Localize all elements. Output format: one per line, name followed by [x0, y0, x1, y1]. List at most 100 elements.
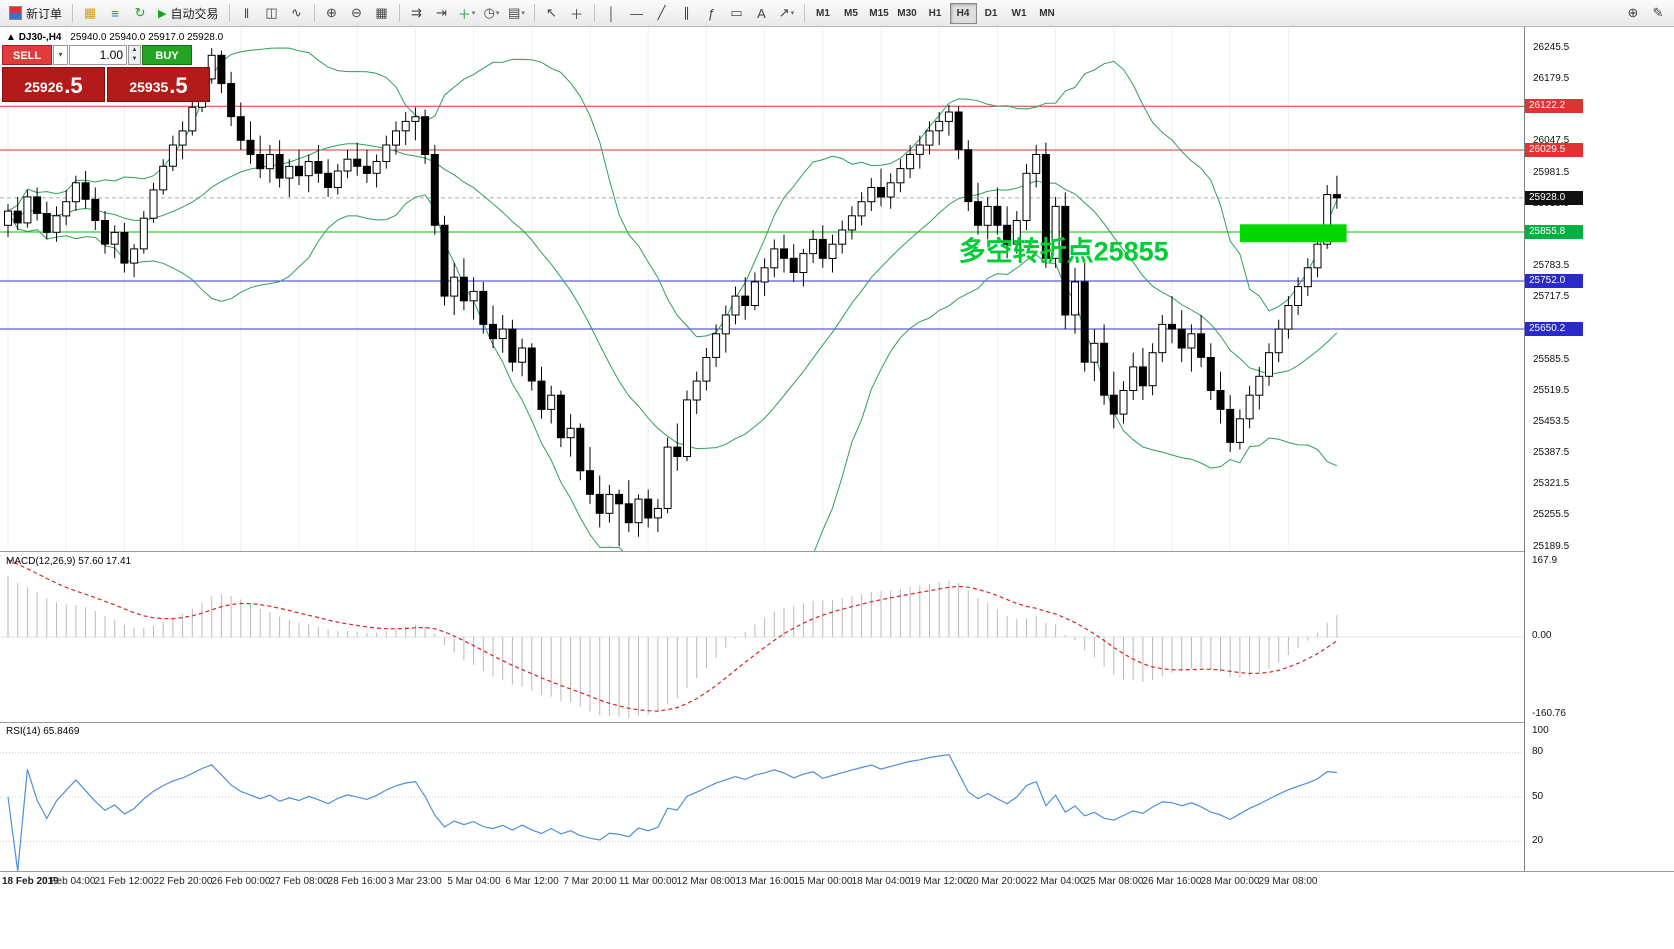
timeframe-group: M1 M5 M15 M30 H1 H4 D1 W1 MN — [810, 2, 1061, 24]
navigator-icon[interactable]: ↻ — [134, 5, 146, 20]
buy-price-frac: .5 — [169, 73, 188, 98]
new-order-button[interactable]: 新订单 — [4, 3, 67, 24]
crosshair-icon[interactable]: ＋ — [569, 6, 583, 22]
macd-axis-zero: 0.00 — [1532, 630, 1552, 641]
price-tick: 26179.5 — [1533, 73, 1570, 84]
timeframe-h1[interactable]: H1 — [928, 7, 942, 19]
price-tick: 26047.5 — [1533, 135, 1570, 146]
zoom-out-icon[interactable]: ⊖ — [351, 5, 362, 20]
buy-price[interactable]: 25935.5 — [107, 67, 210, 102]
panel-separator[interactable] — [0, 722, 1674, 723]
rsi-axis-100: 100 — [1532, 725, 1549, 736]
cursor-icon[interactable]: ↖ — [546, 5, 557, 20]
toolbar-separator — [313, 4, 315, 22]
volume-input[interactable] — [69, 45, 127, 65]
price-tick: 25189.5 — [1533, 541, 1570, 552]
price-label: 26122.2 — [1525, 99, 1583, 113]
timeframe-w1[interactable]: W1 — [1011, 7, 1027, 19]
rsi-axis-80: 80 — [1532, 746, 1544, 757]
main-chart-canvas[interactable]: 多空转折点25855 — [0, 27, 1524, 551]
timeframe-mn[interactable]: MN — [1039, 7, 1055, 19]
indicators-icon[interactable]: ＋ ▾ — [457, 6, 476, 22]
timeframe-m30[interactable]: M30 — [897, 7, 917, 19]
vertical-line-icon[interactable]: │ — [607, 5, 616, 21]
templates-icon[interactable]: ▤ ▾ — [508, 5, 525, 20]
macd-label: MACD(12,26,9) 57.60 17.41 — [6, 556, 132, 567]
timeframe-m5[interactable]: M5 — [844, 7, 858, 19]
price-tick: 26245.5 — [1533, 42, 1570, 53]
time-label: 19 Mar 12:00 — [909, 876, 969, 887]
play-icon: ▶ — [158, 7, 167, 20]
symbol-period-label: DJ30-,H4 — [18, 32, 62, 43]
timeframe-m1[interactable]: M1 — [816, 7, 830, 19]
rsi-label: RSI(14) 65.8469 — [6, 726, 80, 737]
price-tick: 25453.5 — [1533, 416, 1570, 427]
highlight-rectangle[interactable] — [1239, 224, 1347, 243]
time-label: 20 Feb 04:00 — [36, 876, 96, 887]
chart-annotation-text[interactable]: 多空转折点25855 — [959, 236, 1169, 267]
rsi-axis-50: 50 — [1532, 791, 1544, 802]
auto-trading-button[interactable]: ▶ 自动交易 — [153, 3, 223, 24]
zoom-in-icon[interactable]: ⊕ — [326, 5, 337, 20]
price-label: 26029.5 — [1525, 143, 1583, 157]
price-axis[interactable]: 26245.526179.526113.526047.525981.525915… — [1524, 27, 1674, 871]
bollinger-upper — [7, 47, 1338, 338]
shapes-icon[interactable]: ▭ — [730, 5, 743, 20]
time-label: 13 Mar 16:00 — [735, 876, 795, 887]
sell-price[interactable]: 25926.5 — [2, 67, 105, 102]
zoom-plus-icon[interactable]: ⊕ — [1627, 5, 1639, 20]
sell-button[interactable]: SELL — [2, 45, 52, 65]
rsi-axis-20: 20 — [1532, 835, 1544, 846]
timeframe-d1[interactable]: D1 — [984, 7, 998, 19]
price-label: 25650.2 — [1525, 322, 1583, 336]
price-tick: 25387.5 — [1533, 447, 1570, 458]
periods-icon[interactable]: ◷ ▾ — [483, 5, 500, 20]
line-chart-icon[interactable]: ∿ — [291, 5, 302, 20]
buy-button[interactable]: BUY — [142, 45, 192, 65]
price-label: 25855.8 — [1525, 225, 1583, 239]
profiles-icon[interactable]: ▦ — [83, 5, 97, 20]
stepper-up-icon[interactable]: ▲ — [131, 47, 138, 53]
rsi-line — [7, 753, 1337, 871]
price-tick: 25717.5 — [1533, 291, 1570, 302]
rsi-canvas[interactable] — [0, 723, 1524, 871]
price-tick: 25585.5 — [1533, 354, 1570, 365]
auto-trading-label: 自动交易 — [170, 6, 219, 21]
macd-signal-line — [7, 558, 1338, 712]
buy-price-main: 25935 — [129, 79, 169, 95]
price-tick: 25519.5 — [1533, 385, 1570, 396]
trendline-icon[interactable]: ╱ — [657, 5, 666, 20]
bollinger-middle — [7, 143, 1338, 450]
timeframe-m15[interactable]: M15 — [869, 7, 889, 19]
stepper-down-icon[interactable]: ▼ — [131, 56, 138, 62]
draw-icon[interactable]: ✎ — [1652, 5, 1664, 20]
macd-canvas[interactable] — [0, 552, 1524, 722]
toolbar: 新订单 ▦ ≡ ↻ ▶ 自动交易 ‖ ◫ ∿ ⊕ ⊖ ▦ ⇉ ⇥ ＋ ▾ ◷ ▾ ▤… — [0, 0, 1674, 27]
volume-stepper[interactable]: ▲ ▼ — [128, 45, 141, 65]
price-tick: 25255.5 — [1533, 509, 1570, 520]
chart-shift-icon[interactable]: ⇥ — [436, 5, 447, 20]
horizontal-line-icon[interactable]: — — [630, 5, 643, 21]
bar-chart-icon[interactable]: ‖ — [243, 5, 250, 21]
price-tick: 25783.5 — [1533, 260, 1570, 271]
market-watch-icon[interactable]: ≡ — [111, 5, 119, 21]
price-tick: 25981.5 — [1533, 167, 1570, 178]
text-icon[interactable]: A — [757, 5, 766, 21]
price-label: 25928.0 — [1525, 191, 1583, 205]
one-click-trading-panel: SELL ▾ ▲▼ BUY 25926.5 25935.5 — [2, 45, 210, 102]
time-label: 18 Feb 2019 — [2, 876, 59, 887]
volume-dropdown[interactable]: ▾ — [53, 45, 68, 65]
bollinger-lower — [7, 194, 1338, 551]
panel-separator[interactable] — [0, 551, 1674, 552]
candlestick-chart-icon[interactable]: ◫ — [265, 5, 278, 20]
time-label: 15 Mar 00:00 — [793, 876, 853, 887]
tile-windows-icon[interactable]: ▦ — [375, 5, 388, 20]
time-axis[interactable]: 18 Feb 2019 20 Feb 04:00 21 Feb 12:00 22 Fe… — [0, 872, 1674, 949]
arrows-icon[interactable]: ↗ ▾ — [778, 5, 795, 20]
auto-scroll-icon[interactable]: ⇉ — [411, 5, 422, 20]
time-label: 11 Mar 00:00 — [618, 876, 678, 887]
fibonacci-icon[interactable]: ƒ — [707, 5, 716, 21]
timeframe-h4[interactable]: H4 — [949, 2, 977, 24]
sell-price-frac: .5 — [64, 73, 83, 98]
equidistant-channel-icon[interactable]: ∥ — [683, 5, 690, 20]
